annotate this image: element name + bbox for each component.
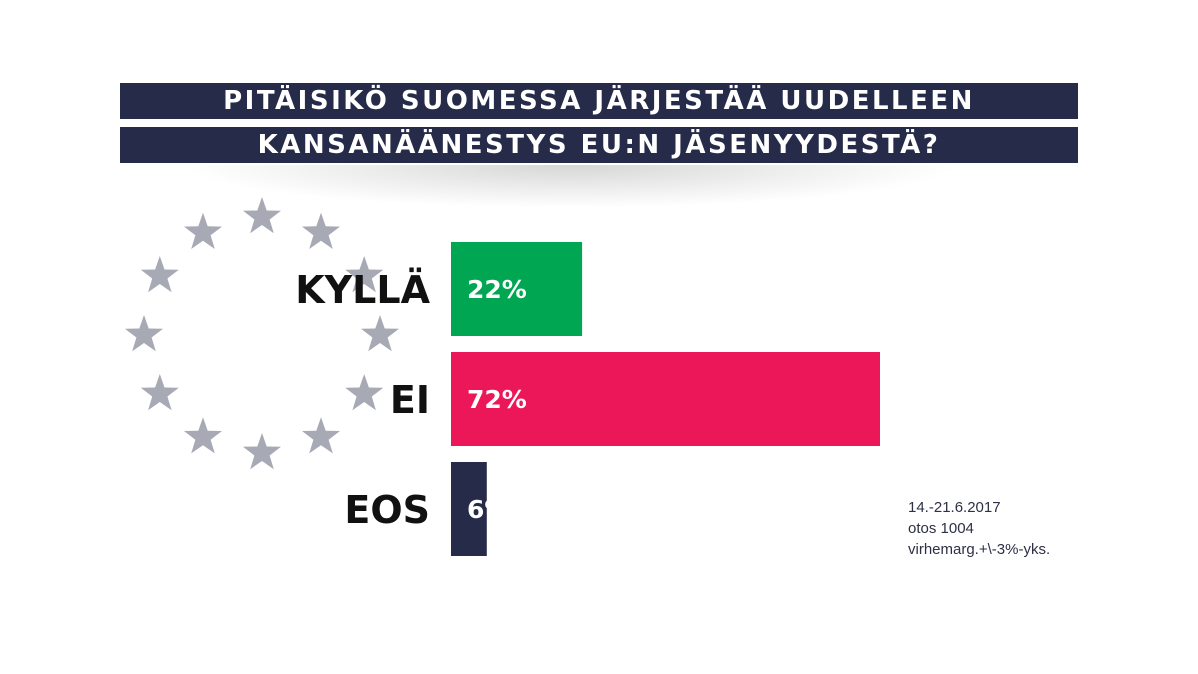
star-icon — [345, 374, 384, 411]
footnote-sample: otos 1004 — [908, 520, 974, 537]
bar-2 — [451, 462, 487, 556]
chart-title-line-1: PITÄISIKÖ SUOMESSA JÄRJESTÄÄ UUDELLEEN — [120, 83, 1078, 119]
bar-0 — [451, 242, 583, 336]
star-icon — [184, 417, 222, 454]
star-icon — [243, 197, 281, 234]
chart-title-line-2: KANSANÄÄNESTYS EU:N JÄSENYYDESTÄ? — [120, 127, 1078, 163]
star-icon — [345, 256, 384, 293]
eu-stars-circle-icon — [125, 197, 399, 470]
bars-group: KYLLÄ 22% EI 72% EOS 6% — [295, 242, 880, 556]
footnote-date: 14.-21.6.2017 — [908, 499, 1001, 516]
footnote-margin: virhemarg.+\-3%-yks. — [908, 541, 1051, 558]
value-label: 72% — [467, 385, 527, 414]
category-label: KYLLÄ — [295, 268, 430, 312]
star-icon — [302, 212, 340, 249]
star-icon — [361, 315, 399, 352]
star-icon — [184, 212, 222, 249]
category-label: EI — [390, 378, 430, 422]
star-icon — [140, 256, 179, 293]
star-icon — [302, 417, 340, 454]
value-label: 6% — [467, 495, 509, 524]
survey-footnote: 14.-21.6.2017 otos 1004 virhemarg.+\-3%-… — [908, 497, 1050, 560]
star-icon — [125, 315, 163, 352]
title-shadow — [190, 165, 950, 207]
star-icon — [243, 433, 281, 470]
star-icon — [140, 374, 179, 411]
category-label: EOS — [344, 488, 430, 532]
value-label: 22% — [467, 275, 527, 304]
bar-1 — [451, 352, 880, 446]
